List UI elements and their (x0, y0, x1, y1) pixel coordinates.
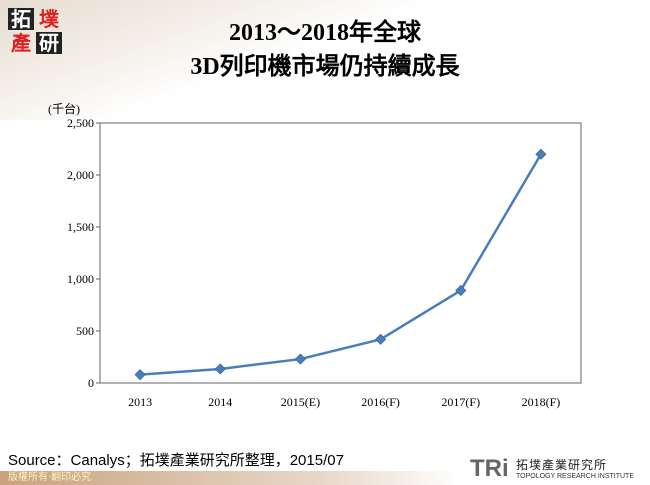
data-point (375, 333, 387, 345)
copyright-text: 版權所有‧翻印必究 (8, 472, 92, 483)
data-point (134, 369, 146, 381)
tri-brand-logo: TRi 拓墣產業研究所 TOPOLOGY RESEARCH INSTITUTE (470, 455, 645, 485)
x-tick-label: 2013 (128, 395, 152, 409)
y-axis-unit: (千台) (48, 102, 80, 116)
data-point (535, 148, 547, 160)
x-tick-label: 2015(E) (281, 395, 320, 409)
chart-title-line1: 2013～2018年全球 (229, 20, 421, 46)
brand-cn: 拓墣產業研究所 (516, 458, 608, 472)
y-tick-label: 1,500 (67, 220, 94, 234)
data-point (214, 363, 226, 375)
source-note: Source：Canalys；拓墣產業研究所整理，2015/07 (8, 452, 344, 469)
x-tick-label: 2016(F) (361, 395, 400, 409)
brand-en: TOPOLOGY RESEARCH INSTITUTE (516, 473, 634, 480)
x-tick-label: 2017(F) (441, 395, 480, 409)
y-tick-label: 2,500 (67, 116, 94, 130)
chart-title-line2: 3D列印機市場仍持續成長 (190, 54, 460, 80)
data-point (294, 353, 306, 365)
series-line (139, 153, 542, 376)
header-background (0, 0, 650, 120)
x-tick-label: 2018(F) (522, 395, 561, 409)
y-tick-label: 0 (88, 376, 94, 390)
y-tick-label: 1,000 (67, 272, 94, 286)
tri-logo: 拓 墣 產 研 (8, 8, 64, 54)
y-tick-label: 500 (76, 324, 94, 338)
footer-bar (0, 471, 460, 485)
data-point (455, 284, 467, 297)
y-tick-label: 2,000 (67, 168, 94, 182)
plot-area (99, 122, 582, 384)
x-tick-label: 2014 (208, 395, 232, 409)
brand-mark: TRi (470, 455, 509, 482)
